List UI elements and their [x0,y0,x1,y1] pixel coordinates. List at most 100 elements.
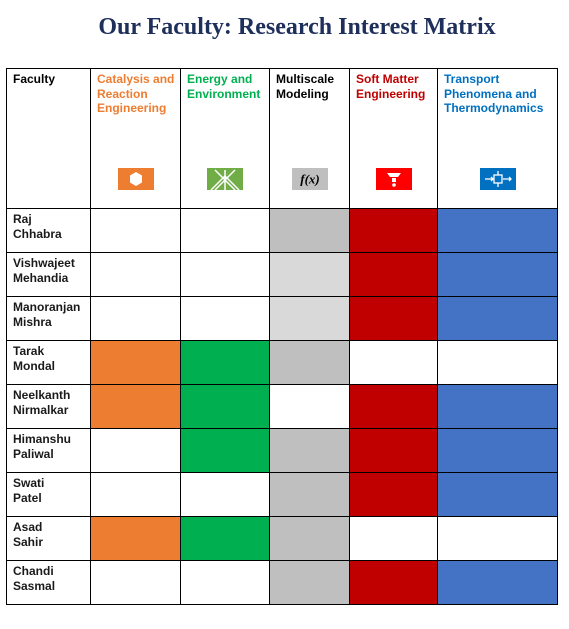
header-catalysis-label: Catalysis and Reaction Engineering [97,72,175,115]
matrix-cell-catalysis [90,208,181,253]
faculty-name-cell: Neelkanth Nirmalkar [6,384,91,429]
header-modeling-label: Multiscale Modeling [276,72,335,101]
matrix-cell-transport [437,252,558,297]
hexagon-icon [117,168,154,190]
matrix-cell-soft-matter [349,560,438,605]
svg-text:f(x): f(x) [300,172,320,187]
matrix-cell-transport [437,472,558,517]
matrix-cell-energy [180,428,270,473]
matrix-cell-modeling [269,516,350,561]
faculty-first-name: Chandi [13,564,54,578]
table-row: Asad Sahir [6,516,558,561]
matrix-cell-modeling [269,560,350,605]
matrix-cell-soft-matter [349,296,438,341]
faculty-first-name: Neelkanth [13,388,71,402]
faculty-last-name: Chhabra [13,227,62,241]
faculty-name-cell: Himanshu Paliwal [6,428,91,473]
matrix-cell-energy [180,208,270,253]
faculty-name-cell: Tarak Mondal [6,340,91,385]
matrix-cell-catalysis [90,560,181,605]
matrix-cell-transport [437,296,558,341]
faculty-first-name: Vishwajeet [13,256,75,270]
faculty-first-name: Asad [13,520,43,534]
header-transport: Transport Phenomena and Thermodynamics [437,68,558,209]
funnel-icon [375,168,412,190]
flow-transport-icon [479,168,516,190]
matrix-cell-energy [180,560,270,605]
matrix-cell-soft-matter [349,384,438,429]
matrix-cell-catalysis [90,384,181,429]
faculty-last-name: Sahir [13,535,44,549]
faculty-last-name: Mehandia [13,271,69,285]
matrix-cell-energy [180,296,270,341]
matrix-cell-catalysis [90,472,181,517]
faculty-last-name: Paliwal [13,447,54,461]
matrix-cell-modeling [269,384,350,429]
matrix-cell-catalysis [90,296,181,341]
solar-panel-icon [207,168,243,190]
matrix-cell-soft-matter [349,428,438,473]
table-row: Manoranjan Mishra [6,296,558,341]
header-soft-matter: Soft Matter Engineering [349,68,438,209]
header-catalysis: Catalysis and Reaction Engineering [90,68,181,209]
header-faculty-label: Faculty [13,72,56,86]
faculty-name-cell: Raj Chhabra [6,208,91,253]
header-modeling: Multiscale Modeling f(x) [269,68,350,209]
matrix-cell-energy [180,340,270,385]
matrix-cell-soft-matter [349,472,438,517]
faculty-name-cell: Manoranjan Mishra [6,296,91,341]
matrix-cell-modeling [269,472,350,517]
faculty-name-cell: Asad Sahir [6,516,91,561]
matrix-cell-energy [180,472,270,517]
faculty-last-name: Mondal [13,359,55,373]
matrix-cell-transport [437,516,558,561]
faculty-last-name: Nirmalkar [13,403,69,417]
matrix-cell-modeling [269,208,350,253]
faculty-first-name: Raj [13,212,32,226]
matrix-cell-modeling [269,428,350,473]
matrix-cell-soft-matter [349,252,438,297]
header-faculty: Faculty [6,68,91,209]
header-row: Faculty Catalysis and Reaction Engineeri… [6,68,558,209]
header-soft-matter-label: Soft Matter Engineering [356,72,426,101]
matrix-cell-catalysis [90,252,181,297]
faculty-name-cell: Swati Patel [6,472,91,517]
faculty-name-cell: Chandi Sasmal [6,560,91,605]
matrix-cell-catalysis [90,428,181,473]
table-row: Neelkanth Nirmalkar [6,384,558,429]
matrix-cell-catalysis [90,516,181,561]
matrix-cell-modeling [269,340,350,385]
table-row: Tarak Mondal [6,340,558,385]
research-interest-matrix: Faculty Catalysis and Reaction Engineeri… [6,68,558,605]
header-energy: Energy and Environment [180,68,270,209]
page-title: Our Faculty: Research Interest Matrix [98,14,496,40]
table-row: Chandi Sasmal [6,560,558,605]
faculty-first-name: Tarak [13,344,45,358]
faculty-first-name: Manoranjan [13,300,81,314]
matrix-cell-catalysis [90,340,181,385]
matrix-cell-modeling [269,296,350,341]
header-energy-label: Energy and Environment [187,72,261,101]
table-row: Vishwajeet Mehandia [6,252,558,297]
matrix-cell-energy [180,252,270,297]
table-row: Himanshu Paliwal [6,428,558,473]
matrix-cell-energy [180,384,270,429]
faculty-last-name: Mishra [13,315,52,329]
matrix-cell-transport [437,208,558,253]
matrix-cell-transport [437,340,558,385]
faculty-first-name: Himanshu [13,432,72,446]
faculty-last-name: Patel [13,491,42,505]
faculty-first-name: Swati [13,476,45,490]
faculty-name-cell: Vishwajeet Mehandia [6,252,91,297]
faculty-last-name: Sasmal [13,579,56,593]
matrix-cell-energy [180,516,270,561]
table-row: Raj Chhabra [6,208,558,253]
matrix-cell-soft-matter [349,340,438,385]
matrix-cell-transport [437,428,558,473]
matrix-cell-modeling [269,252,350,297]
matrix-cell-transport [437,384,558,429]
matrix-cell-transport [437,560,558,605]
table-row: Swati Patel [6,472,558,517]
matrix-cell-soft-matter [349,516,438,561]
matrix-cell-soft-matter [349,208,438,253]
